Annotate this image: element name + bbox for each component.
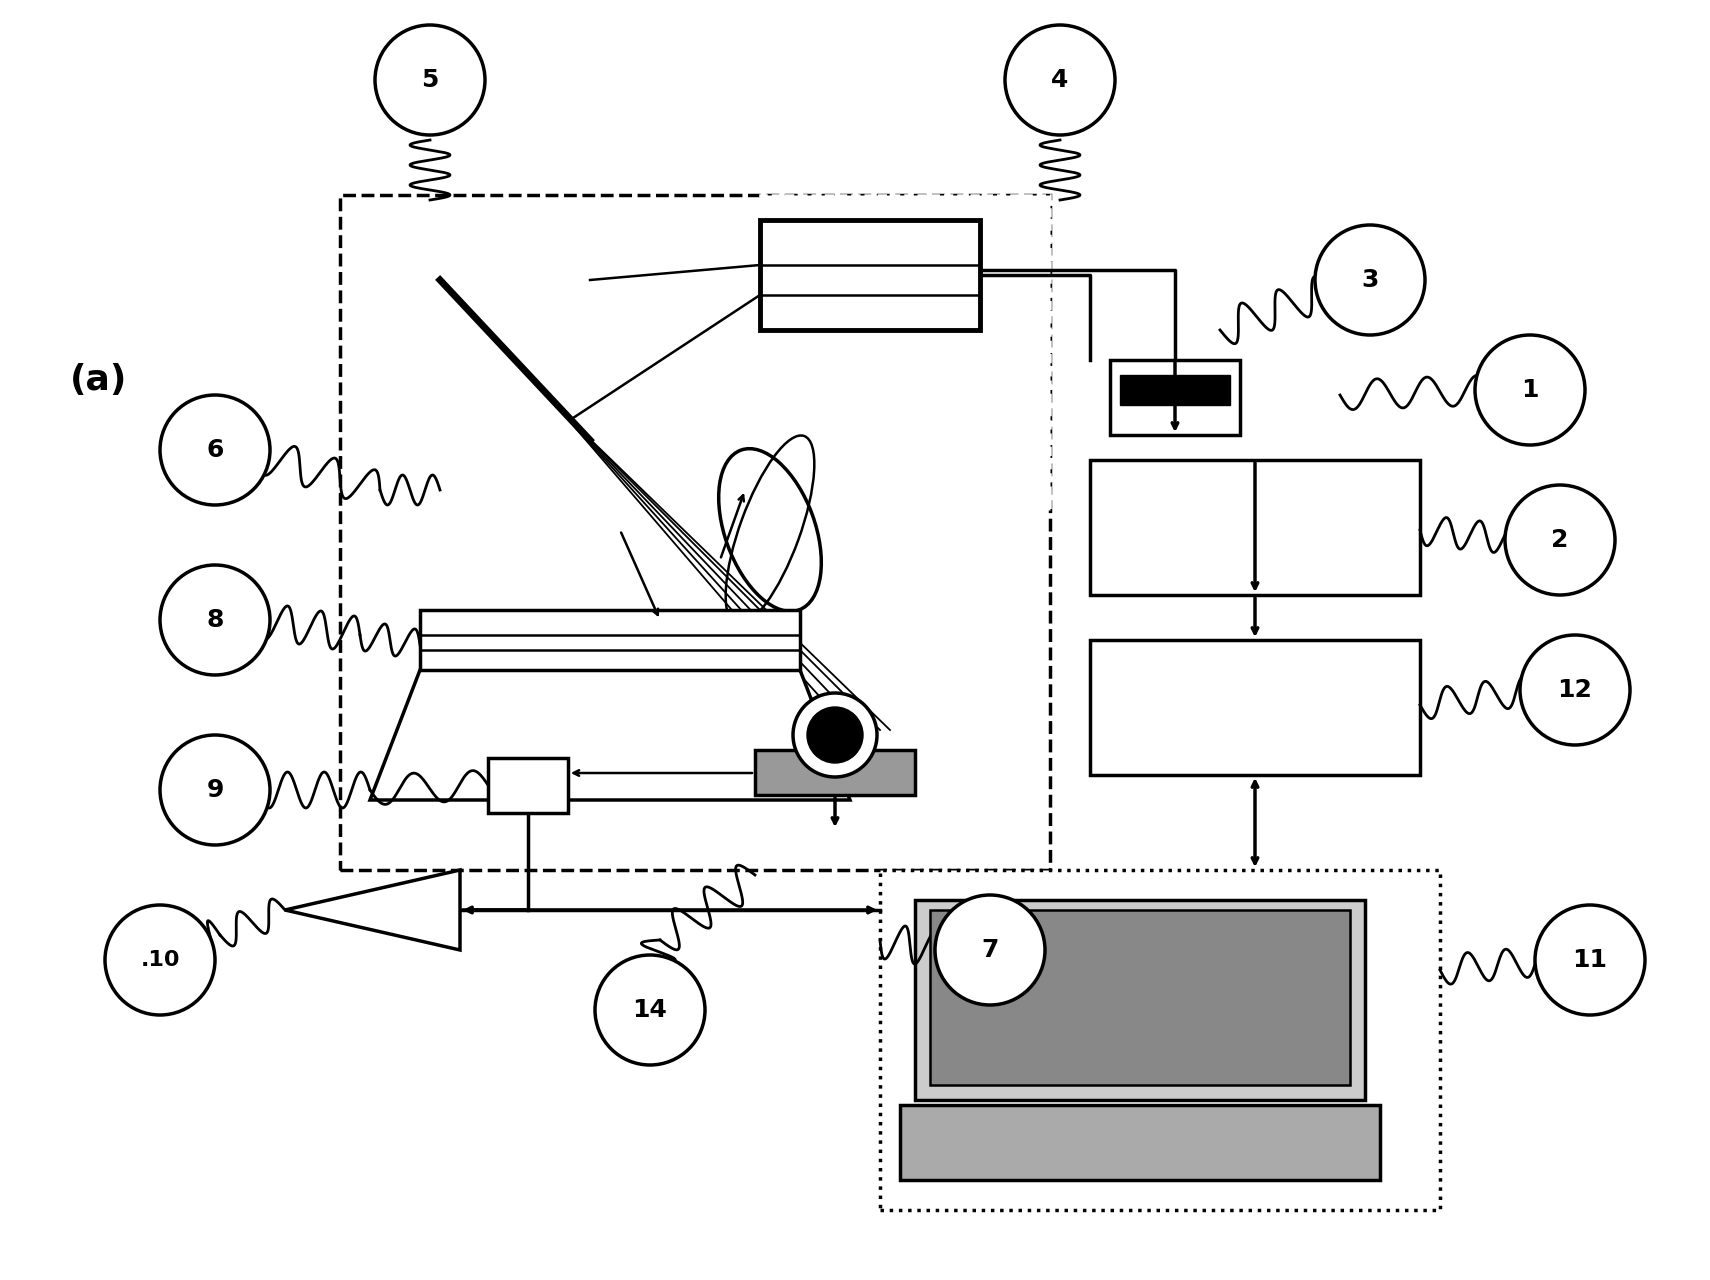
Circle shape [1005, 26, 1115, 134]
Bar [881, 870, 1440, 1210]
Polygon shape [369, 669, 850, 800]
Bar [915, 900, 1365, 1100]
Circle shape [1505, 485, 1614, 595]
Circle shape [104, 905, 215, 1015]
Text: 7: 7 [982, 938, 999, 963]
Bar [340, 195, 1050, 870]
Circle shape [1315, 225, 1424, 335]
Circle shape [935, 895, 1045, 1005]
Text: 5: 5 [421, 68, 439, 92]
Bar [1110, 360, 1240, 435]
Bar [1089, 640, 1419, 774]
Bar [1120, 375, 1229, 404]
Text: 11: 11 [1573, 948, 1607, 972]
Circle shape [793, 692, 877, 777]
Bar [487, 758, 568, 813]
Text: (a): (a) [70, 364, 127, 397]
Bar [1089, 460, 1419, 595]
Bar [759, 220, 980, 330]
Text: .10: .10 [140, 950, 180, 970]
Text: 3: 3 [1361, 268, 1378, 292]
Text: 12: 12 [1558, 678, 1592, 701]
Circle shape [374, 26, 486, 134]
Text: 9: 9 [207, 778, 224, 803]
Text: 2: 2 [1551, 527, 1568, 552]
Text: 1: 1 [1522, 378, 1539, 402]
Circle shape [1536, 905, 1645, 1015]
Circle shape [1476, 335, 1585, 445]
Bar [930, 910, 1349, 1085]
Polygon shape [286, 870, 460, 950]
Bar [899, 1105, 1380, 1180]
Text: 8: 8 [207, 608, 224, 632]
Text: 14: 14 [633, 998, 667, 1021]
Circle shape [161, 396, 270, 506]
Text: 4: 4 [1052, 68, 1069, 92]
Bar [421, 611, 800, 669]
Circle shape [161, 735, 270, 845]
Text: 6: 6 [207, 438, 224, 462]
Circle shape [595, 955, 705, 1065]
Circle shape [1520, 635, 1630, 745]
Circle shape [807, 707, 864, 763]
Bar [759, 195, 1050, 509]
Circle shape [161, 564, 270, 675]
Bar [756, 750, 915, 795]
